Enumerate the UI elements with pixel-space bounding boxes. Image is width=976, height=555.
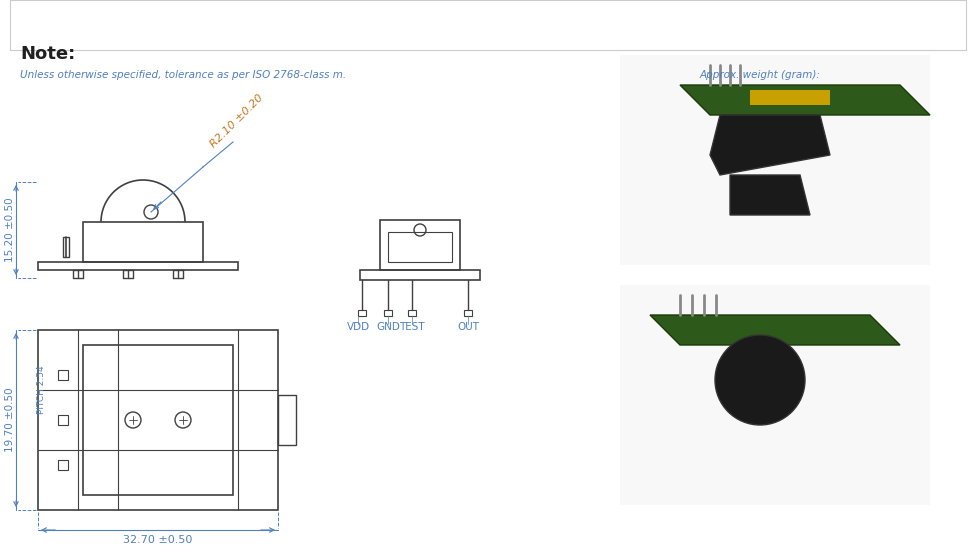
Bar (750, 90, 830, 105)
Bar (63, 237, 69, 257)
Bar (388, 232, 452, 262)
Polygon shape (710, 115, 830, 175)
Text: Note:: Note: (20, 45, 75, 63)
Polygon shape (680, 85, 930, 115)
Text: OUT: OUT (457, 322, 479, 332)
Text: 15.20 ±0.50: 15.20 ±0.50 (5, 198, 15, 263)
Bar (83, 222, 203, 262)
Bar (360, 270, 480, 280)
Bar (58, 370, 68, 380)
Bar (380, 220, 460, 270)
Bar (358, 310, 366, 316)
Bar (620, 55, 930, 265)
Text: R2.10 ±0.20: R2.10 ±0.20 (208, 92, 264, 149)
Text: Approx. weight (gram):: Approx. weight (gram): (700, 70, 821, 80)
Polygon shape (730, 175, 810, 215)
Text: 19.70 ±0.50: 19.70 ±0.50 (5, 388, 15, 452)
Bar (58, 460, 68, 470)
Text: 32.70 ±0.50: 32.70 ±0.50 (123, 535, 192, 545)
Bar (38, 330, 278, 510)
Text: VDD: VDD (346, 322, 370, 332)
Circle shape (715, 335, 805, 425)
Bar (58, 415, 68, 425)
Bar (408, 310, 416, 316)
Text: GND: GND (376, 322, 400, 332)
Bar (278, 395, 296, 445)
Bar (620, 285, 930, 505)
Bar (38, 262, 238, 270)
Text: Unless otherwise specified, tolerance as per ISO 2768-class m.: Unless otherwise specified, tolerance as… (20, 70, 346, 80)
Bar (384, 310, 392, 316)
Polygon shape (650, 315, 900, 345)
Text: TEST: TEST (399, 322, 425, 332)
Text: PITCH 2.54: PITCH 2.54 (37, 366, 47, 415)
Bar (464, 310, 472, 316)
Bar (83, 345, 233, 495)
